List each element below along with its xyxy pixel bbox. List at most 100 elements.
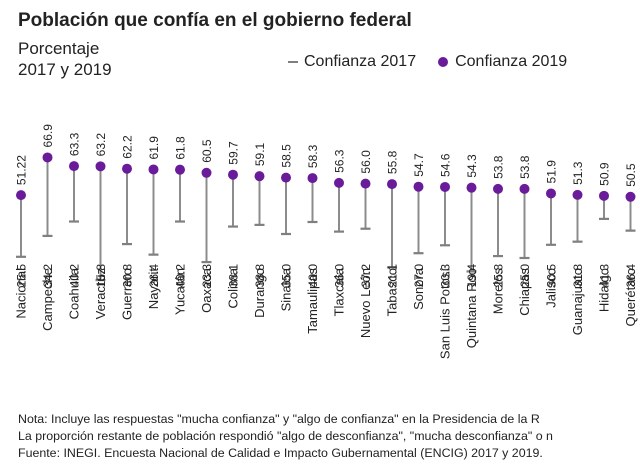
marker-2019 — [122, 163, 132, 174]
category-label: Quintana Roo — [464, 268, 479, 348]
data-label-2017: 25.8 — [492, 264, 506, 288]
data-label-2019: 54.3 — [465, 154, 479, 178]
data-label-2017: 36.0 — [333, 264, 347, 288]
category-label: Yucatán — [173, 268, 188, 315]
category-label: Durango — [252, 268, 267, 318]
subtitle-years: 2017 y 2019 — [18, 60, 112, 79]
category-label: Veracruz — [93, 268, 108, 319]
marker-2019 — [281, 172, 291, 183]
data-label-2017: 34.2 — [41, 264, 55, 288]
category-label: Jalisco — [544, 268, 559, 308]
category-label: Tamaulipas — [305, 268, 320, 334]
note-line-3: Fuente: INEGI. Encuesta Nacional de Cali… — [18, 446, 543, 460]
marker-2019 — [519, 183, 530, 194]
data-label-2017: 30.5 — [545, 264, 559, 288]
data-label-2019: 51.9 — [545, 160, 559, 184]
legend-marker-2019 — [438, 57, 449, 67]
category-label: Sonora — [411, 267, 426, 310]
data-label-2019: 66.9 — [41, 124, 55, 148]
data-label-2019: 59.7 — [227, 141, 241, 165]
category-label: Sinaloa — [279, 267, 294, 311]
marker-2019 — [360, 178, 371, 189]
category-label: Nacional — [14, 268, 29, 319]
category-label: Hidalgo — [597, 268, 612, 312]
marker-2019 — [95, 161, 106, 172]
marker-2019 — [16, 190, 26, 201]
category-label: Coahuila — [67, 267, 82, 319]
marker-2019 — [148, 164, 159, 175]
data-label-2017: 30.3 — [439, 264, 453, 288]
marker-2019 — [599, 190, 609, 201]
category-label: San Luis Potosí — [438, 268, 453, 359]
note-line-2: La proporción restante de población resp… — [18, 429, 553, 443]
data-label-2019: 53.8 — [518, 155, 532, 179]
marker-2019 — [201, 167, 212, 178]
legend-label-2019: Confianza 2019 — [455, 53, 568, 70]
data-label-2017: 40.2 — [68, 264, 82, 288]
data-label-2019: 56.0 — [359, 150, 373, 174]
data-label-2017: 26.4 — [147, 264, 161, 288]
data-label-2019: 58.5 — [280, 144, 294, 168]
marker-2019 — [493, 183, 503, 194]
subtitle-unit: Porcentaje — [18, 39, 100, 58]
data-label-2019: 60.5 — [200, 139, 214, 163]
data-label-2017: 23.3 — [200, 264, 214, 288]
data-label-2019: 61.9 — [147, 136, 161, 160]
data-label-2017: 19.4 — [465, 264, 479, 288]
category-label: Guanajuato — [570, 268, 585, 335]
marker-2019 — [466, 182, 477, 193]
data-label-2017: 41.3 — [598, 264, 612, 288]
data-label-2017: 25.0 — [518, 264, 532, 288]
legend-item-2019: Confianza 2019 — [438, 53, 567, 71]
data-label-2017: 30.8 — [121, 264, 135, 288]
marker-2019 — [572, 189, 583, 200]
data-label-2017: 40.2 — [174, 264, 188, 288]
category-label: Tlaxcala — [332, 267, 347, 316]
data-label-2019: 51.22 — [15, 155, 29, 185]
marker-2019 — [413, 181, 424, 192]
marker-2019 — [228, 169, 238, 180]
chart-note: Nota: Incluye las respuestas "mucha conf… — [18, 411, 553, 462]
marker-2019 — [254, 171, 265, 182]
marker-2019 — [307, 173, 318, 184]
data-label-2017: 31.8 — [571, 264, 585, 288]
data-label-2019: 63.3 — [68, 132, 82, 156]
chart-legend: Confianza 2017 Confianza 2019 — [288, 53, 589, 71]
data-label-2019: 50.9 — [598, 162, 612, 186]
marker-2019 — [42, 152, 53, 163]
data-label-2017: 27.0 — [412, 264, 426, 288]
marker-2019 — [387, 179, 397, 190]
category-label: Querétaro — [623, 268, 638, 327]
data-label-2019: 58.3 — [306, 144, 320, 168]
category-label: Oaxaca — [199, 267, 214, 313]
data-label-2019: 56.3 — [333, 149, 347, 173]
category-label: Chiapas — [517, 268, 532, 316]
category-label: Tabasco — [385, 268, 400, 316]
data-label-2019: 53.8 — [492, 155, 506, 179]
data-label-2017: 37.2 — [359, 264, 373, 288]
data-label-2019: 51.3 — [571, 161, 585, 185]
data-label-2019: 59.1 — [253, 142, 267, 166]
chart-title: Población que confía en el gobierno fede… — [18, 10, 412, 31]
data-label-2019: 63.2 — [94, 133, 108, 157]
data-label-2019: 54.6 — [439, 153, 453, 177]
category-label: Campeche — [40, 268, 55, 331]
marker-2019 — [69, 161, 79, 172]
marker-2019 — [175, 164, 185, 175]
category-label: Colima — [226, 267, 241, 308]
marker-2019 — [334, 177, 344, 188]
data-label-2017: 15.8 — [94, 264, 108, 288]
data-label-2019: 54.7 — [412, 153, 426, 177]
data-label-2017: 40.0 — [306, 264, 320, 288]
marker-2019 — [440, 181, 450, 192]
data-label-2019: 62.2 — [121, 135, 135, 159]
data-label-2019: 50.5 — [624, 163, 638, 187]
data-label-2017: 35.0 — [280, 264, 294, 288]
marker-2019 — [546, 188, 556, 199]
legend-marker-2017 — [288, 61, 298, 63]
category-label: Morelos — [491, 268, 506, 315]
data-label-2017: 25.5 — [15, 264, 29, 288]
legend-label-2017: Confianza 2017 — [304, 53, 417, 70]
chart-subtitle: Porcentaje 2017 y 2019 — [18, 38, 112, 80]
